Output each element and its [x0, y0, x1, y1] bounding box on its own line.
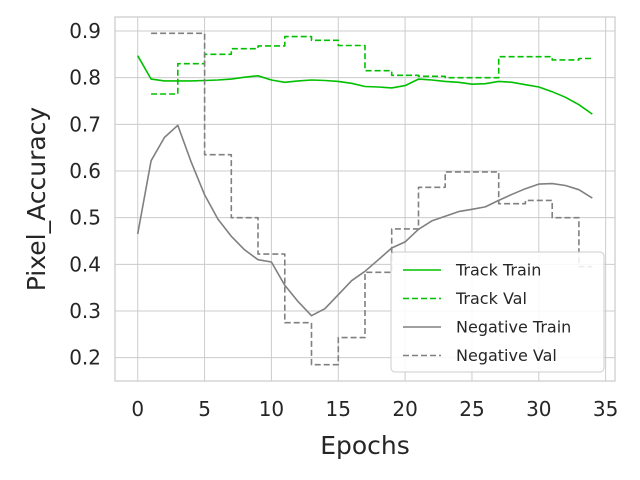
legend: Track Train Track Val Negative Train Negati…: [390, 251, 605, 373]
legend-label: Track Val: [455, 289, 527, 308]
x-tick-label: 10: [259, 397, 284, 421]
x-tick-label: 35: [593, 397, 618, 421]
y-tick-label: 0.4: [69, 252, 101, 276]
x-tick-label: 30: [526, 397, 551, 421]
series-line-track-train: [137, 55, 593, 115]
y-tick-label: 0.5: [69, 206, 101, 230]
x-tick-label: 25: [459, 397, 484, 421]
y-axis-title: Pixel_Accuracy: [22, 107, 51, 292]
legend-label: Negative Train: [456, 318, 571, 337]
x-tick-labels: 0 5 10 15 20 25 30 35: [131, 397, 618, 421]
y-tick-label: 0.9: [69, 19, 101, 43]
x-axis-title: Epochs: [320, 431, 410, 460]
y-tick-label: 0.8: [69, 66, 101, 90]
plot-frame: [114, 16, 616, 382]
y-tick-label: 0.6: [69, 159, 101, 183]
series-line-track-val: [151, 35, 593, 95]
series-layer: [136, 32, 593, 366]
x-tick-label: 5: [198, 397, 211, 421]
series-line-negative-train: [136, 124, 593, 317]
legend-box: [390, 251, 605, 373]
y-tick-labels: 0.2 0.3 0.4 0.5 0.6 0.7 0.8 0.9: [69, 19, 101, 370]
y-tick-label: 0.7: [69, 112, 101, 136]
y-tick-label: 0.2: [69, 346, 101, 370]
series-line-negative-val: [151, 32, 593, 366]
x-tick-label: 0: [131, 397, 144, 421]
legend-label: Track Train: [455, 261, 541, 280]
legend-label: Negative Val: [456, 346, 557, 365]
y-tick-label: 0.3: [69, 299, 101, 323]
x-tick-label: 15: [326, 397, 351, 421]
x-tick-label: 20: [392, 397, 417, 421]
